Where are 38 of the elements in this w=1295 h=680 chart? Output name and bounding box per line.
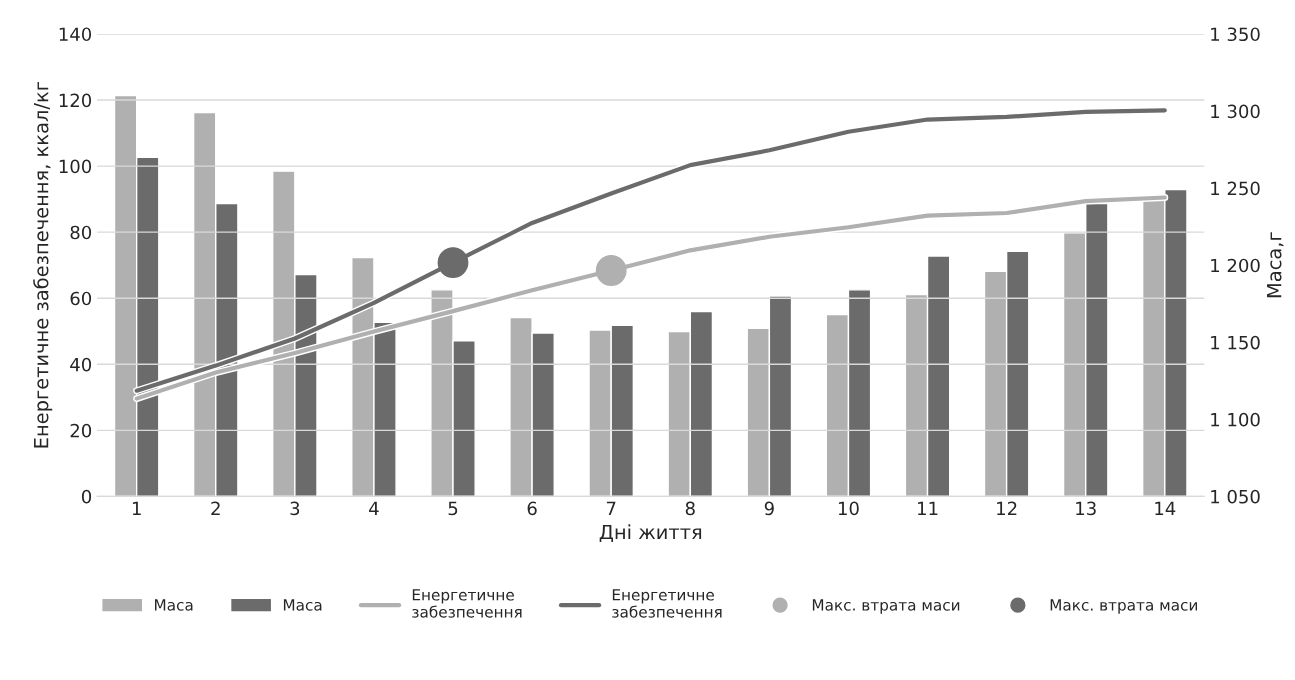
legend-label: Маса [283,599,322,611]
y-tick-label: 40 [70,357,92,372]
x-tick-label: 10 [838,501,859,516]
y-tick-label: 100 [59,159,92,174]
x-tick-label: 6 [527,501,537,516]
legend-label: Макс. втрата маси [1050,599,1197,614]
y-tick-label: 80 [70,225,92,240]
x-tick-label: 8 [685,501,695,516]
x-tick-label: 13 [1076,501,1096,516]
y-tick-label: 120 [59,93,92,108]
x-tick-label: 9 [764,501,774,516]
legend-label: Маса [155,599,193,611]
x-tick-label: 4 [369,501,379,515]
legend-label: Енергетичне забезпечення [412,589,522,618]
y-tick-label: 140 [59,27,92,42]
x-axis-title: Дні життя [599,524,702,543]
x-tick-label: 5 [448,501,458,516]
legend-label: Енергетичне забезпечення [612,589,722,618]
y2-tick-label: 1 150 [1211,335,1260,350]
y-tick-label: 20 [70,423,92,438]
x-tick-label: 2 [211,501,220,515]
y2-tick-label: 1 100 [1211,412,1260,427]
x-tick-label: 14 [1155,501,1176,515]
y2-axis-title: Маса,г [1267,232,1284,298]
y2-tick-label: 1 300 [1211,104,1260,119]
x-tick-label: 3 [290,501,300,516]
x-tick-label: 7 [606,501,616,515]
x-tick-label: 11 [918,501,938,515]
y-tick-label: 60 [70,291,92,306]
legend-label: Макс. втрата маси [812,599,960,614]
y2-tick-label: 1 050 [1211,489,1260,504]
y2-tick-label: 1 350 [1211,27,1260,42]
y2-tick-label: 1 200 [1211,258,1260,273]
x-tick-label: 12 [997,501,1017,515]
y-tick-label: 0 [81,489,92,504]
y-axis-title: Енергетичне забезпечення, ккал/кг [33,82,53,448]
y2-tick-label: 1 250 [1211,181,1260,196]
x-tick-label: 1 [132,501,141,515]
